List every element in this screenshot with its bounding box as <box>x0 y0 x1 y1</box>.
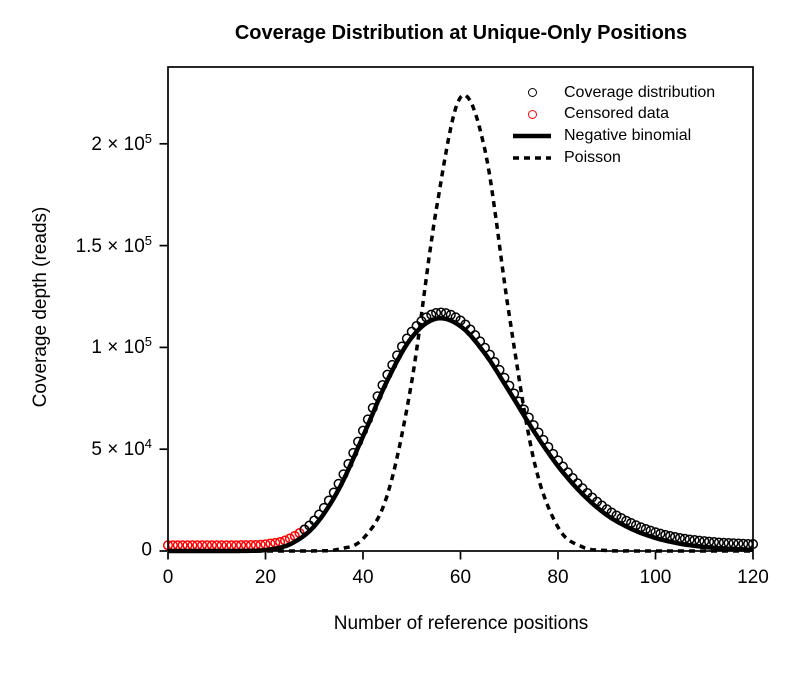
legend-item-coverage-distribution: Coverage distribution <box>512 82 715 104</box>
solid-line-icon <box>513 133 551 139</box>
x-tick-label: 120 <box>737 567 769 588</box>
negative-binomial-curve <box>168 315 754 554</box>
x-tick-label: 0 <box>162 567 174 588</box>
legend-item-negative-binomial: Negative binomial <box>512 125 715 147</box>
x-tick-label: 20 <box>254 567 277 588</box>
y-tick-label: 1.5 × 105 <box>75 232 152 257</box>
y-axis-title: Coverage depth (reads) <box>30 206 51 408</box>
chart-title: Coverage Distribution at Unique-Only Pos… <box>234 22 688 44</box>
x-tick-label: 100 <box>639 567 672 588</box>
y-tick-label: 0 <box>141 539 152 561</box>
poisson-curve <box>168 93 753 553</box>
y-tick-label: 5 × 104 <box>91 436 152 461</box>
legend-label: Coverage distribution <box>564 83 716 101</box>
y-tick-label: 1 × 105 <box>91 334 152 359</box>
legend-label: Censored data <box>564 105 669 123</box>
x-tick-label: 40 <box>352 567 374 588</box>
legend-label: Negative binomial <box>564 126 692 144</box>
legend-item-censored-data: Censored data <box>512 104 715 126</box>
plot-frame <box>167 66 754 552</box>
legend-item-poisson: Poisson <box>512 147 715 169</box>
dashed-line-icon <box>513 155 551 160</box>
legend: Coverage distribution Censored data Nega… <box>512 82 715 168</box>
y-tick-label: 2 × 105 <box>91 130 152 155</box>
plot-content <box>163 93 759 554</box>
x-tick-label: 80 <box>547 567 569 588</box>
x-axis-title: Number of reference positions <box>333 613 589 634</box>
open-circle-red-icon <box>527 109 537 119</box>
x-tick-label: 60 <box>449 567 472 588</box>
legend-label: Poisson <box>564 148 621 166</box>
open-circle-black-icon <box>527 88 537 98</box>
